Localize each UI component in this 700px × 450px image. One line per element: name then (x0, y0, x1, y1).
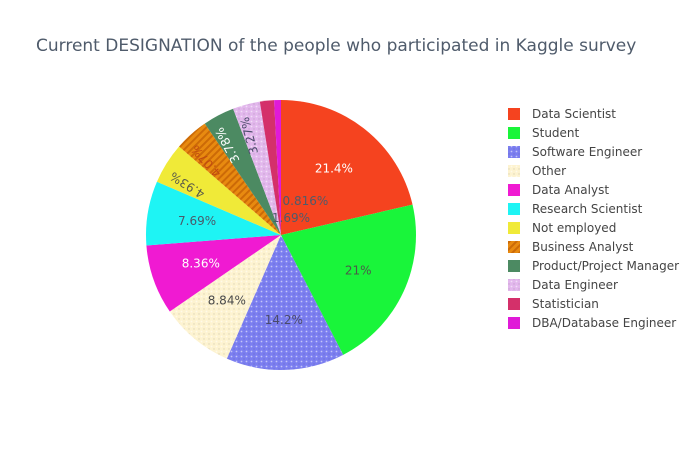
chart-title: Current DESIGNATION of the people who pa… (36, 36, 636, 56)
legend-label: Research Scientist (532, 202, 643, 216)
legend-label: Business Analyst (532, 240, 634, 254)
legend-label: Other (532, 164, 566, 178)
legend-item-data-analyst[interactable]: Data Analyst (508, 183, 609, 197)
legend-swatch-pattern (508, 165, 520, 177)
legend-item-statistician[interactable]: Statistician (508, 297, 599, 311)
legend-label: Data Engineer (532, 278, 618, 292)
slice-pattern-software-engineer (226, 235, 344, 371)
slice-fill-data-analyst[interactable] (146, 235, 281, 312)
legend-item-other[interactable]: Other (508, 164, 566, 178)
legend-swatch (508, 298, 520, 310)
legend-label: Product/Project Manager (532, 259, 679, 273)
legend-item-data-engineer[interactable]: Data Engineer (508, 278, 618, 292)
legend-swatch (508, 222, 520, 234)
slice-value-label: 21.4% (315, 161, 353, 175)
slice-value-label: 8.84% (208, 294, 246, 308)
legend-item-product-project-manager[interactable]: Product/Project Manager (508, 259, 679, 273)
slice-pattern-data-engineer (233, 101, 281, 235)
slice-fill-product-project-manager[interactable] (204, 108, 281, 235)
legend-label: Software Engineer (532, 145, 642, 159)
legend-swatch (508, 317, 520, 329)
legend-item-software-engineer[interactable]: Software Engineer (508, 145, 642, 159)
legend-swatch-pattern (508, 279, 520, 291)
slice-value-label: 7.69% (178, 214, 216, 228)
slice-business-analyst[interactable] (179, 123, 281, 235)
legend-item-dba-database-engineer[interactable]: DBA/Database Engineer (508, 316, 676, 330)
slice-not-employed[interactable] (156, 146, 281, 235)
legend-label: Student (532, 126, 580, 140)
legend-swatch (508, 184, 520, 196)
legend: Data Scientist Student Software Engineer Ot… (508, 107, 679, 330)
legend-swatch (508, 203, 520, 215)
slice-fill-statistician[interactable] (259, 100, 281, 236)
legend-item-not-employed[interactable]: Not employed (508, 221, 616, 235)
slice-data-engineer[interactable] (233, 101, 281, 235)
slice-pattern-business-analyst (179, 123, 281, 235)
legend-swatch (508, 260, 520, 272)
slice-dba-database-engineer[interactable] (274, 100, 281, 235)
slice-research-scientist[interactable] (146, 181, 281, 246)
legend-label: Statistician (532, 297, 599, 311)
slice-pattern-other (169, 235, 281, 359)
slice-value-label-outside: 1.69% (272, 211, 310, 225)
slice-value-label-outside: 0.816% (283, 194, 329, 208)
slice-student[interactable] (281, 204, 416, 355)
slice-software-engineer[interactable] (226, 235, 344, 371)
legend-item-student[interactable]: Student (508, 126, 580, 140)
slice-value-label: 21% (345, 264, 372, 278)
slice-fill-student[interactable] (281, 204, 416, 355)
legend-label: Data Scientist (532, 107, 616, 121)
legend-swatch (508, 108, 520, 120)
pie-slices (146, 100, 416, 371)
legend-item-data-scientist[interactable]: Data Scientist (508, 107, 616, 121)
legend-swatch-pattern (508, 146, 520, 158)
legend-item-business-analyst[interactable]: Business Analyst (508, 240, 634, 254)
slice-statistician[interactable] (259, 100, 281, 236)
slice-fill-data-scientist[interactable] (281, 100, 413, 235)
slice-fill-dba-database-engineer[interactable] (274, 100, 281, 235)
slice-value-label: 14.2% (265, 313, 303, 327)
legend-swatch (508, 127, 520, 139)
legend-swatch-pattern (508, 241, 520, 253)
legend-item-research-scientist[interactable]: Research Scientist (508, 202, 643, 216)
slice-product-project-manager[interactable] (204, 108, 281, 235)
slice-data-scientist[interactable] (281, 100, 413, 235)
legend-label: Not employed (532, 221, 616, 235)
slice-other[interactable] (169, 235, 281, 359)
slice-value-label: 8.36% (182, 256, 220, 270)
slice-data-analyst[interactable] (146, 235, 281, 312)
slice-fill-not-employed[interactable] (156, 146, 281, 235)
legend-label: Data Analyst (532, 183, 609, 197)
legend-label: DBA/Database Engineer (532, 316, 676, 330)
slice-fill-research-scientist[interactable] (146, 181, 281, 246)
